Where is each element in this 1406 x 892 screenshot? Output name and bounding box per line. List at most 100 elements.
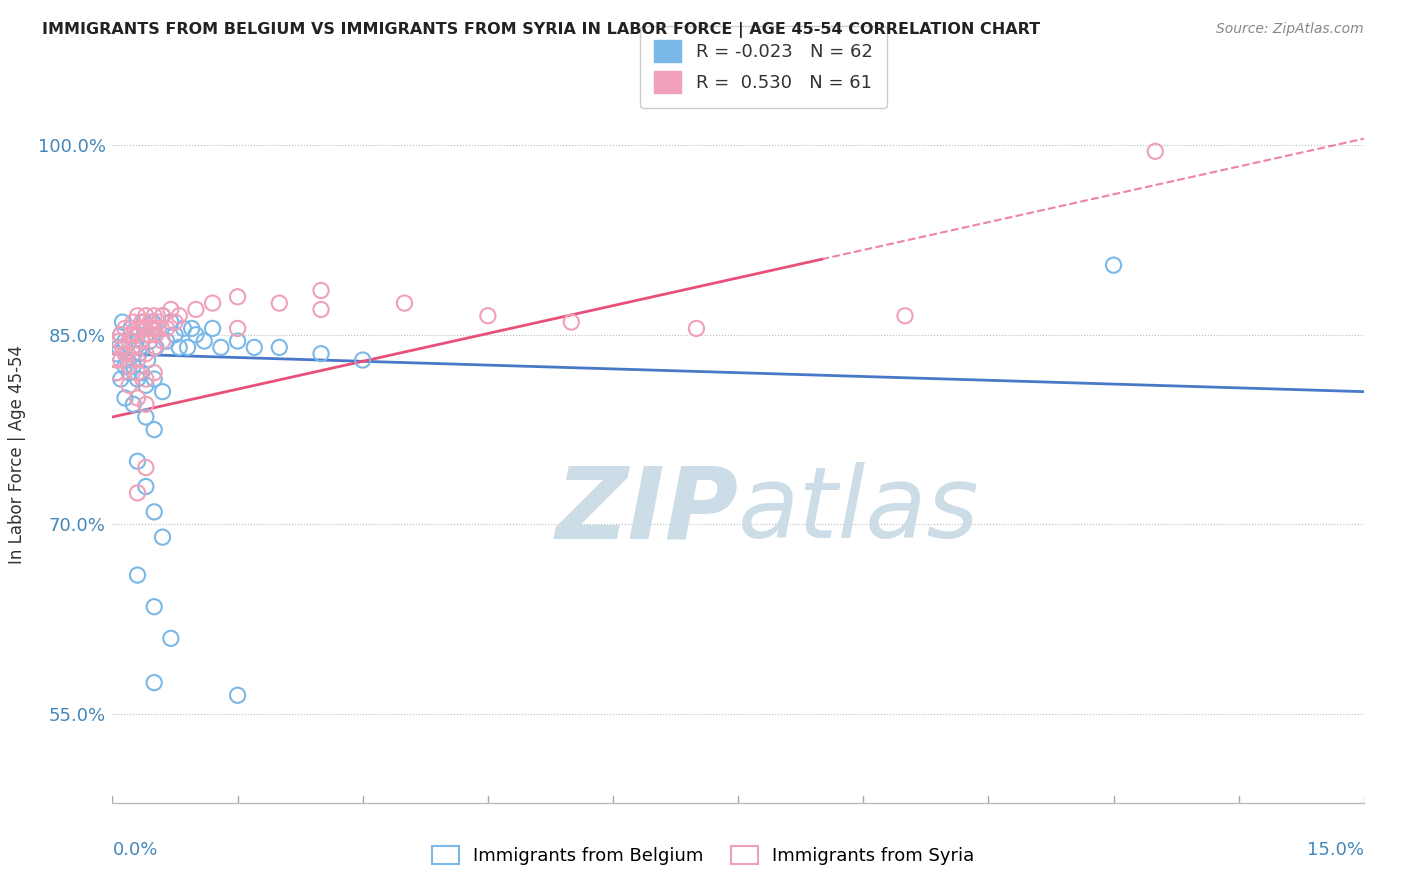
Point — [127, 327, 149, 342]
Point — [139, 327, 162, 342]
Point — [131, 334, 153, 348]
Point — [143, 423, 166, 437]
Point — [120, 321, 142, 335]
Point — [167, 340, 190, 354]
Point — [176, 340, 198, 354]
Point — [148, 321, 170, 335]
Point — [209, 340, 232, 354]
Point — [180, 321, 202, 335]
Point — [269, 296, 291, 310]
Point — [139, 315, 162, 329]
Point — [114, 321, 136, 335]
Point — [143, 505, 166, 519]
Point — [160, 632, 183, 646]
Point — [114, 347, 136, 361]
Point — [226, 290, 249, 304]
Point — [111, 340, 134, 354]
Point — [143, 321, 166, 335]
Point — [152, 309, 174, 323]
Point — [309, 347, 332, 361]
Point — [134, 315, 156, 329]
Point — [128, 321, 150, 335]
Point — [105, 366, 128, 380]
Point — [114, 359, 136, 374]
Point — [309, 302, 332, 317]
Point — [167, 309, 190, 323]
Point — [122, 397, 145, 411]
Text: 15.0%: 15.0% — [1306, 841, 1364, 859]
Point — [135, 378, 157, 392]
Point — [141, 321, 163, 335]
Text: Source: ZipAtlas.com: Source: ZipAtlas.com — [1216, 22, 1364, 37]
Point — [163, 315, 186, 329]
Point — [135, 309, 157, 323]
Point — [143, 309, 166, 323]
Point — [143, 675, 166, 690]
Point — [131, 315, 153, 329]
Point — [127, 309, 149, 323]
Point — [125, 340, 148, 354]
Point — [143, 599, 166, 614]
Point — [1144, 145, 1167, 159]
Point — [111, 315, 134, 329]
Point — [135, 327, 157, 342]
Point — [122, 347, 145, 361]
Point — [143, 372, 166, 386]
Point — [135, 479, 157, 493]
Point — [145, 327, 167, 342]
Point — [309, 284, 332, 298]
Point — [139, 334, 162, 348]
Point — [352, 353, 374, 368]
Point — [108, 340, 131, 354]
Point — [156, 321, 179, 335]
Point — [135, 409, 157, 424]
Point — [560, 315, 582, 329]
Point — [105, 347, 128, 361]
Point — [135, 460, 157, 475]
Point — [118, 334, 141, 348]
Point — [143, 340, 166, 354]
Point — [127, 391, 149, 405]
Point — [110, 372, 132, 386]
Point — [131, 334, 153, 348]
Point — [122, 340, 145, 354]
Point — [243, 340, 266, 354]
Point — [152, 530, 174, 544]
Point — [127, 366, 149, 380]
Point — [141, 315, 163, 329]
Y-axis label: In Labor Force | Age 45-54: In Labor Force | Age 45-54 — [8, 345, 27, 565]
Point — [226, 334, 249, 348]
Point — [135, 347, 157, 361]
Legend: R = -0.023   N = 62, R =  0.530   N = 61: R = -0.023 N = 62, R = 0.530 N = 61 — [640, 26, 887, 108]
Point — [136, 327, 159, 342]
Point — [118, 378, 141, 392]
Point — [685, 321, 707, 335]
Point — [152, 309, 174, 323]
Point — [128, 347, 150, 361]
Point — [122, 315, 145, 329]
Text: 0.0%: 0.0% — [112, 841, 157, 859]
Point — [114, 391, 136, 405]
Point — [172, 321, 194, 335]
Point — [118, 359, 141, 374]
Point — [127, 486, 149, 500]
Point — [110, 327, 132, 342]
Point — [134, 321, 156, 335]
Point — [135, 397, 157, 411]
Point — [135, 372, 157, 386]
Point — [201, 321, 224, 335]
Point — [145, 340, 167, 354]
Text: atlas: atlas — [738, 462, 980, 559]
Point — [127, 568, 149, 582]
Point — [114, 334, 136, 348]
Point — [152, 384, 174, 399]
Point — [1102, 258, 1125, 272]
Point — [108, 334, 131, 348]
Point — [163, 327, 186, 342]
Point — [148, 315, 170, 329]
Point — [110, 353, 132, 368]
Point — [201, 296, 224, 310]
Point — [148, 321, 170, 335]
Point — [156, 334, 179, 348]
Point — [226, 321, 249, 335]
